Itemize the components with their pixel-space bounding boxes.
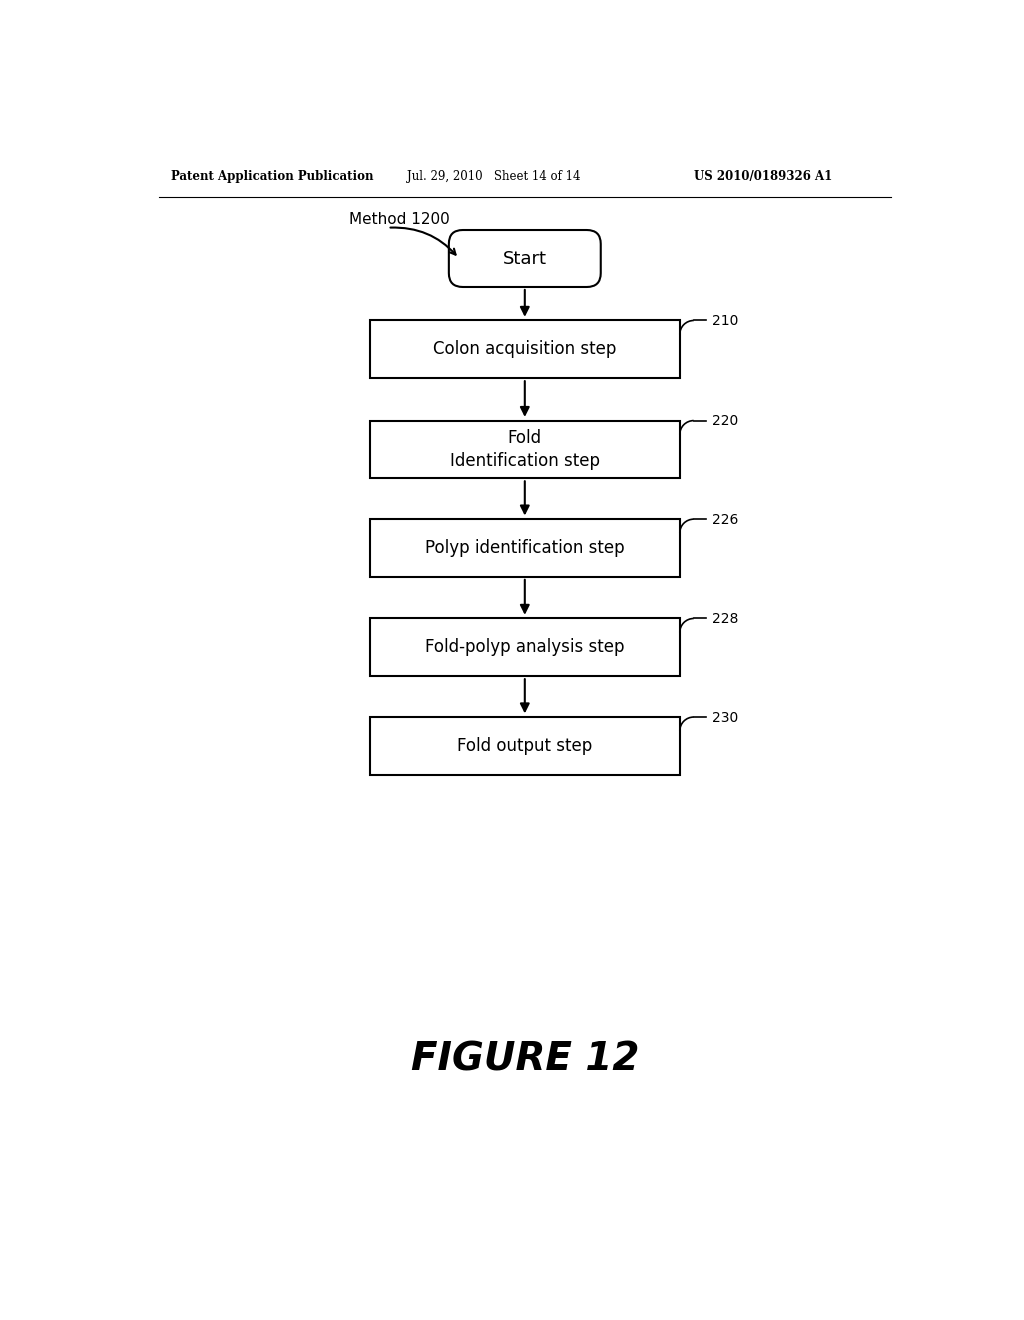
FancyBboxPatch shape <box>370 717 680 775</box>
Text: Polyp identification step: Polyp identification step <box>425 539 625 557</box>
Text: Start: Start <box>503 249 547 268</box>
Text: Fold-polyp analysis step: Fold-polyp analysis step <box>425 639 625 656</box>
FancyBboxPatch shape <box>370 421 680 478</box>
FancyBboxPatch shape <box>370 619 680 676</box>
Text: 230: 230 <box>713 711 738 725</box>
Text: 210: 210 <box>713 314 738 329</box>
Text: Patent Application Publication: Patent Application Publication <box>171 170 373 183</box>
FancyBboxPatch shape <box>370 519 680 577</box>
Text: Jul. 29, 2010   Sheet 14 of 14: Jul. 29, 2010 Sheet 14 of 14 <box>407 170 581 183</box>
Text: US 2010/0189326 A1: US 2010/0189326 A1 <box>693 170 831 183</box>
Text: Fold output step: Fold output step <box>457 737 593 755</box>
FancyBboxPatch shape <box>449 230 601 286</box>
FancyBboxPatch shape <box>370 321 680 379</box>
Text: Colon acquisition step: Colon acquisition step <box>433 341 616 358</box>
Text: FIGURE 12: FIGURE 12 <box>411 1040 639 1078</box>
Text: 226: 226 <box>713 513 738 527</box>
Text: Fold
Identification step: Fold Identification step <box>450 429 600 470</box>
Text: Method 1200: Method 1200 <box>349 213 450 227</box>
Text: 220: 220 <box>713 414 738 429</box>
Text: 228: 228 <box>713 612 738 626</box>
